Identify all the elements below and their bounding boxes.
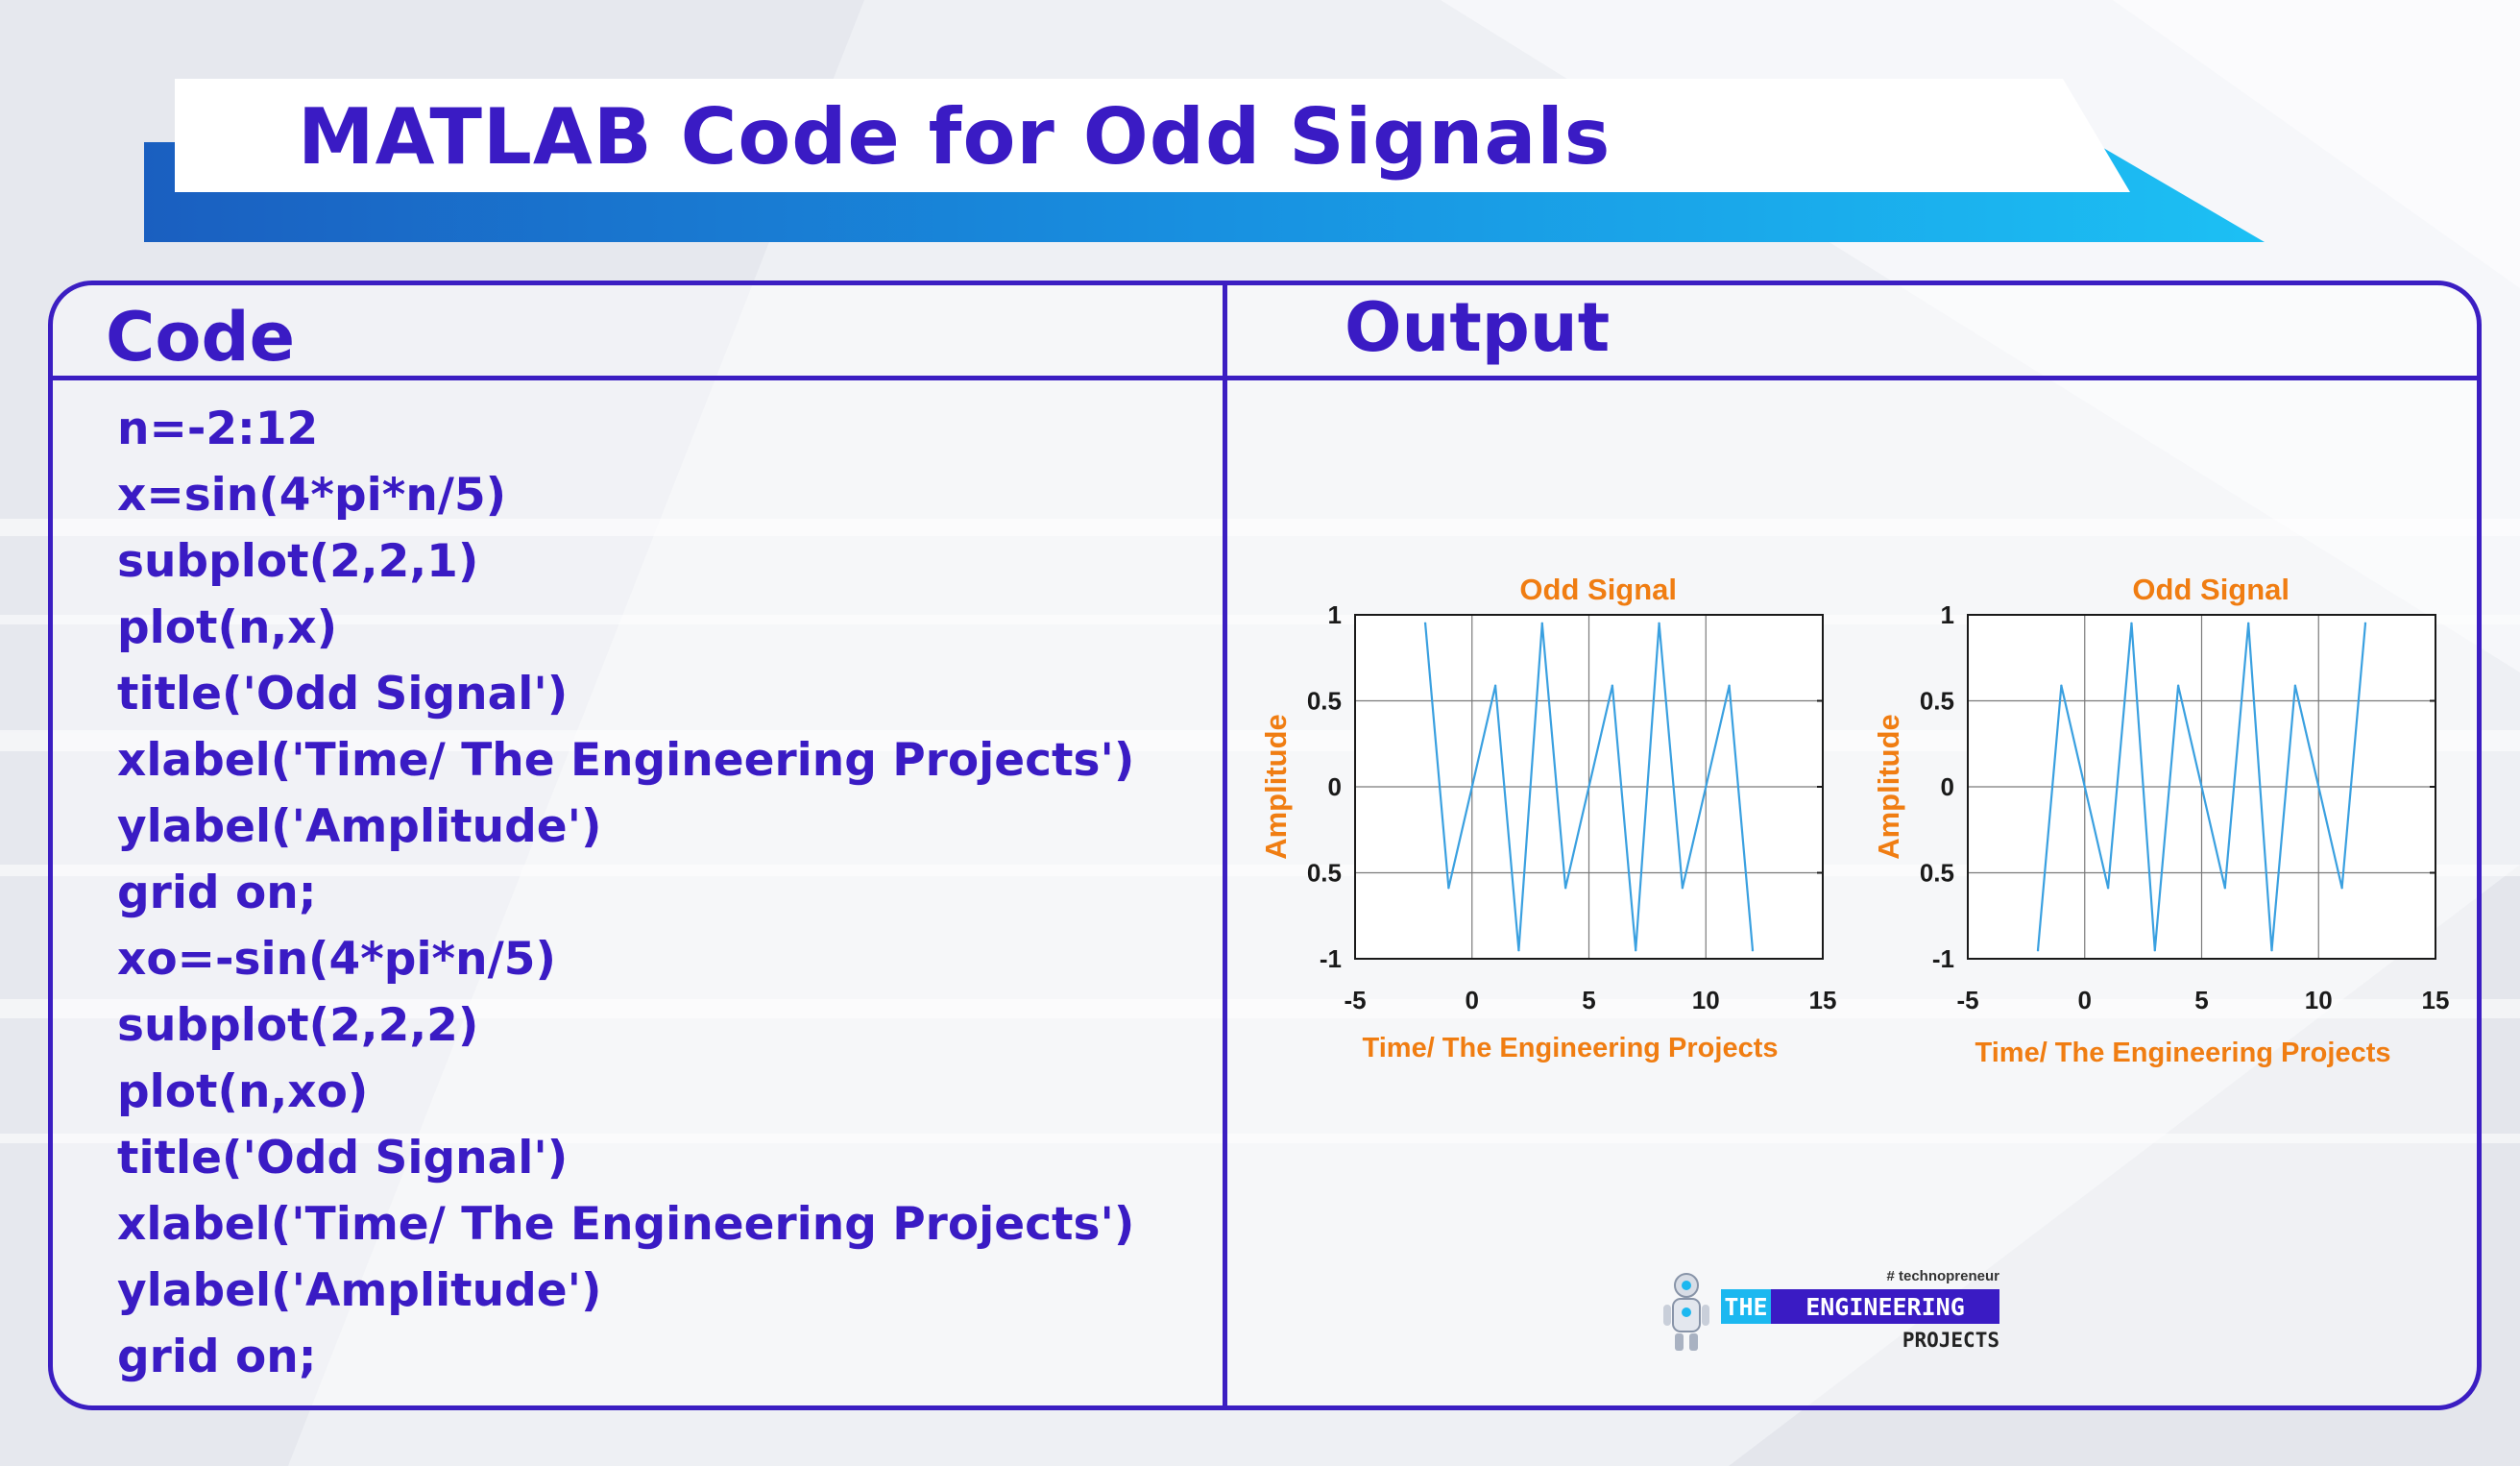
code-line: title('Odd Signal') <box>117 1132 569 1185</box>
x-tick-label: 15 <box>2422 986 2450 1014</box>
logo-tagline: # technopreneur <box>1886 1268 1999 1284</box>
data-point <box>2060 684 2063 687</box>
y-tick-label: 0.5 <box>1920 859 1954 888</box>
y-tick-label: 1 <box>1328 600 1342 629</box>
logo-the: THE <box>1724 1293 1767 1321</box>
the-engineering-projects-logo: # technopreneur THE ENGINEERING PROJECTS <box>1663 1268 1999 1352</box>
data-point <box>2317 785 2320 789</box>
code-line: subplot(2,2,1) <box>117 535 479 588</box>
data-point <box>2083 785 2086 789</box>
robot-icon <box>1663 1273 1709 1351</box>
y-tick-label: 0.5 <box>1307 687 1342 716</box>
code-block: n=-2:12 x=sin(4*pi*n/5) subplot(2,2,1) p… <box>117 396 1134 1390</box>
code-line: n=-2:12 <box>117 403 319 455</box>
data-point <box>1517 949 1520 952</box>
code-line: title('Odd Signal') <box>117 668 569 721</box>
data-point <box>1681 887 1684 890</box>
y-tick-label: 0 <box>1328 772 1342 801</box>
x-axis-label: Time/ The Engineering Projects <box>1363 1033 1779 1063</box>
data-point <box>1751 949 1755 952</box>
x-tick-label: -5 <box>1956 986 1978 1014</box>
data-point <box>1611 684 1614 687</box>
logo-engineering: ENGINEERING <box>1805 1293 1965 1321</box>
x-tick-label: 0 <box>1466 986 1479 1014</box>
data-point <box>1705 785 1708 789</box>
data-point <box>1470 785 1473 789</box>
code-line: xlabel('Time/ The Engineering Projects') <box>117 734 1135 787</box>
logo-projects: PROJECTS <box>1902 1329 1999 1352</box>
page-title: MATLAB Code for Odd Signals <box>298 92 1611 182</box>
data-point <box>1635 949 1637 952</box>
data-point <box>2130 622 2133 624</box>
data-point <box>1563 887 1567 890</box>
x-tick-label: 10 <box>2305 986 2333 1014</box>
title-banner <box>144 79 2265 242</box>
code-line: ylabel('Amplitude') <box>117 800 602 853</box>
code-line: xlabel('Time/ The Engineering Projects') <box>117 1198 1135 1251</box>
column-divider <box>1223 281 1227 1410</box>
data-point <box>2036 949 2040 952</box>
x-tick-label: 5 <box>2194 986 2208 1014</box>
x-tick-label: -5 <box>1344 986 1366 1014</box>
y-tick-label: 0.5 <box>1920 687 1954 716</box>
x-tick-label: 10 <box>1692 986 1720 1014</box>
code-heading: Code <box>106 298 296 377</box>
y-tick-label: 0.5 <box>1307 859 1342 888</box>
data-point <box>2200 785 2203 789</box>
data-point <box>1423 622 1427 624</box>
data-point <box>2176 684 2180 687</box>
x-tick-label: 5 <box>1582 986 1595 1014</box>
header-divider <box>48 376 2482 380</box>
data-point <box>2293 684 2297 687</box>
data-point <box>2340 887 2343 890</box>
data-point <box>2153 949 2156 952</box>
x-tick-label: 0 <box>2078 986 2092 1014</box>
subplot-2: -5 0 5 10 15 -1 0.5 0 0.5 1 Odd Signal Time/ The En… <box>1872 573 2449 1068</box>
code-line: grid on; <box>117 867 317 919</box>
output-heading: Output <box>1345 288 1611 367</box>
data-point <box>2363 622 2367 624</box>
data-point <box>2223 887 2227 890</box>
plot-title: Odd Signal <box>1519 573 1677 606</box>
y-axis-label: Amplitude <box>1259 714 1293 860</box>
data-point <box>2247 622 2250 624</box>
code-line: x=sin(4*pi*n/5) <box>117 469 507 522</box>
y-axis-label: Amplitude <box>1872 714 1905 860</box>
code-line: plot(n,x) <box>117 601 338 654</box>
plot-title: Odd Signal <box>2132 573 2290 606</box>
y-tick-label: -1 <box>1932 944 1954 973</box>
y-tick-label: -1 <box>1320 944 1342 973</box>
y-tick-label: 0 <box>1941 772 1954 801</box>
data-point <box>2270 949 2273 952</box>
code-line: subplot(2,2,2) <box>117 999 479 1052</box>
data-point <box>1587 785 1590 789</box>
data-point <box>1728 684 1731 687</box>
x-axis-label: Time/ The Engineering Projects <box>1975 1038 2391 1068</box>
y-tick-label: 1 <box>1941 600 1954 629</box>
data-point <box>1658 622 1660 624</box>
data-point <box>2106 887 2110 890</box>
data-point <box>1540 622 1543 624</box>
code-line: ylabel('Amplitude') <box>117 1264 602 1317</box>
data-point <box>1447 887 1450 890</box>
code-line: grid on; <box>117 1331 317 1383</box>
x-tick-label: 15 <box>1809 986 1837 1014</box>
code-line: plot(n,xo) <box>117 1065 369 1118</box>
subplot-1: -5 0 5 10 15 -1 0.5 0 0.5 1 Odd Signal Time/ The En… <box>1259 573 1836 1063</box>
data-point <box>1493 684 1497 687</box>
code-line: xo=-sin(4*pi*n/5) <box>117 933 556 986</box>
